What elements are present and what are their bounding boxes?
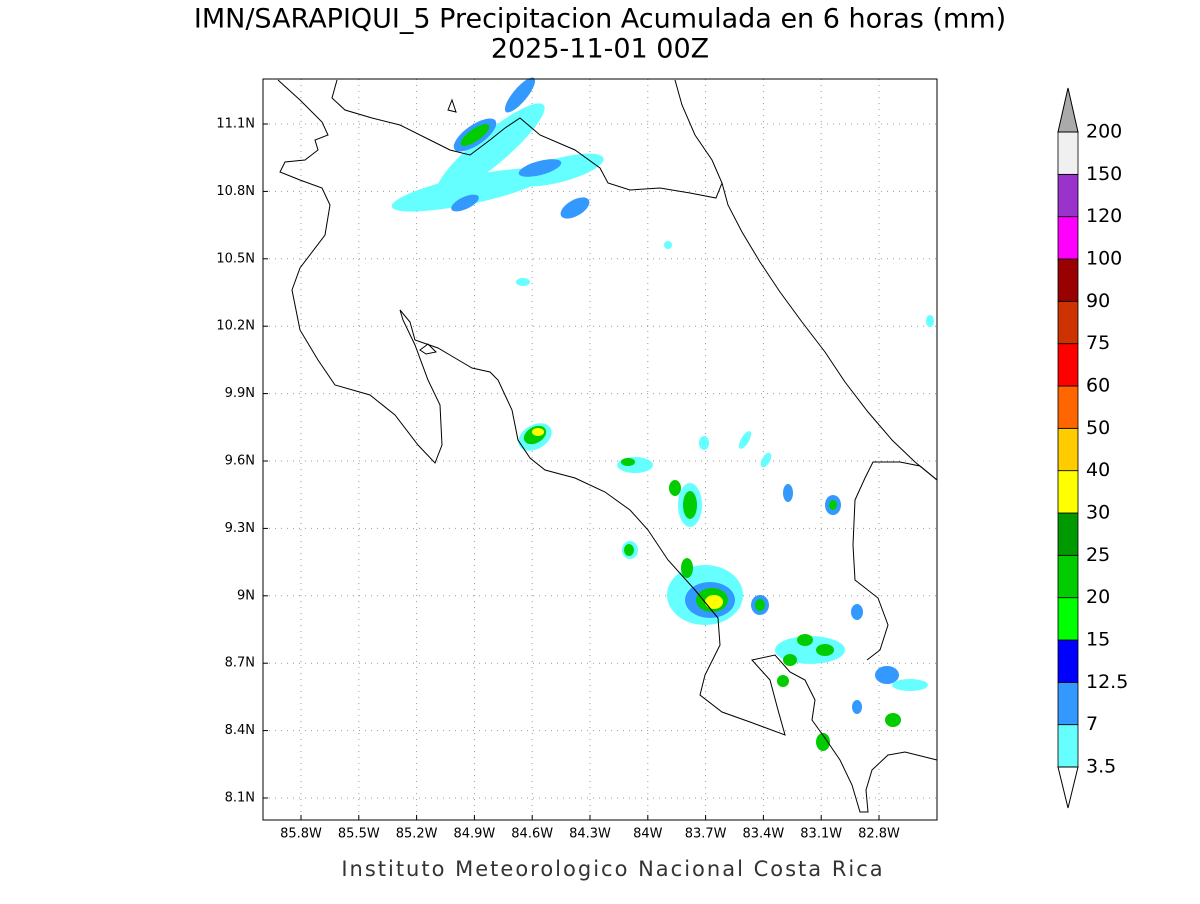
y-tick-label: 9.9N [225,386,255,401]
colorbar-segment [1057,597,1079,641]
colorbar-segment [1057,724,1079,768]
coastlines [277,79,938,813]
y-tick-label: 10.8N [216,184,255,199]
footer: Instituto Meteorologico Nacional Costa R… [341,857,884,881]
y-tick-label: 11.1N [216,117,255,132]
colorbar-label: 90 [1086,290,1110,312]
colorbar-segment [1057,258,1079,302]
colorbar-segment [1057,470,1079,514]
colorbar-under [1057,766,1079,809]
y-tick-label: 9.6N [225,454,255,469]
colorbar-segment [1057,131,1079,175]
colorbar-label: 75 [1086,332,1110,354]
colorbar-over [1057,87,1079,133]
y-tick-label: 10.5N [216,251,255,266]
x-tick-label: 84W [633,827,663,842]
y-tick-label: 9N [237,588,255,603]
colorbar-label: 12.5 [1086,671,1128,693]
y-tick-label: 8.1N [225,791,255,806]
x-tick-label: 85.8W [280,827,322,842]
colorbar-label: 100 [1086,248,1122,270]
x-tick-label: 85.2W [396,827,438,842]
colorbar-label: 15 [1086,629,1110,651]
x-tick-label: 84.9W [453,827,495,842]
colorbar-segment [1057,639,1079,683]
x-tick-label: 83.1W [800,827,842,842]
axes: 85.8W 85.5W 85.2W 84.9W 84.6W 84.3W 84W 83.7W 83… [216,117,900,842]
y-tick-label: 10.2N [216,319,255,334]
colorbar-label: 3.5 [1086,756,1116,778]
title-line: IMN/SARAPIQUI_5 Precipitacion Acumulada … [194,4,1006,35]
colorbar-segment [1057,343,1079,387]
colorbar-segment [1057,427,1079,472]
x-tick-label: 85.5W [338,827,380,842]
colorbar-segment [1057,300,1079,345]
colorbar-label: 200 [1086,121,1122,143]
title-line: 2025-11-01 00Z [491,34,709,65]
precipitation-field [391,77,934,751]
colorbar-label: 60 [1086,375,1110,397]
colorbar-label: 30 [1086,502,1110,524]
colorbar-label: 50 [1086,417,1110,439]
colorbar-label: 7 [1086,713,1098,735]
colorbar-segment [1057,173,1079,218]
x-tick-label: 84.6W [511,827,553,842]
y-tick-label: 8.7N [225,656,255,671]
colorbar-label: 40 [1086,459,1110,481]
y-tick-label: 9.3N [225,521,255,536]
colorbar-label: 150 [1086,163,1122,185]
colorbar-segment [1057,512,1079,556]
colorbar: 3.5 7 12.5 15 20 25 30 40 50 60 75 90 100 120 150 200 [1057,87,1128,809]
colorbar-segment [1057,385,1079,429]
x-tick-label: 83.4W [742,827,784,842]
colorbar-segment [1057,554,1079,599]
colorbar-segment [1057,216,1079,260]
colorbar-segment [1057,681,1079,726]
colorbar-label: 25 [1086,544,1110,566]
colorbar-label: 20 [1086,586,1110,608]
x-tick-label: 84.3W [569,827,611,842]
colorbar-label: 120 [1086,205,1122,227]
y-tick-label: 8.4N [225,723,255,738]
x-tick-label: 83.7W [685,827,727,842]
map-frame [262,78,938,821]
x-tick-label: 82.8W [858,827,900,842]
grid [263,79,937,820]
